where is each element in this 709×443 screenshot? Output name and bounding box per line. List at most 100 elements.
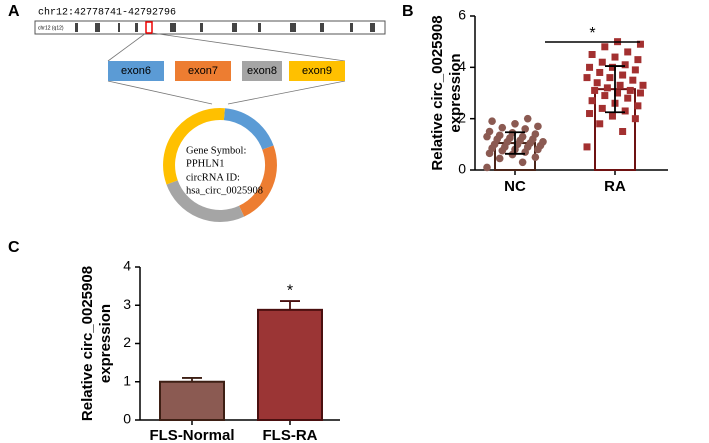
data-point	[596, 120, 604, 128]
exon-box	[108, 61, 164, 81]
data-point	[523, 114, 532, 123]
y-tick-label: 4	[123, 258, 131, 274]
y-tick-label: 0	[458, 161, 466, 177]
data-point	[495, 131, 504, 140]
data-point	[495, 154, 504, 163]
panel-label: C	[8, 239, 20, 256]
data-point	[498, 123, 507, 132]
exon-box	[289, 61, 345, 81]
y-tick-label: 0	[123, 411, 131, 427]
data-point	[634, 102, 642, 110]
data-point	[518, 158, 527, 167]
panel-label: B	[402, 3, 414, 20]
data-point	[624, 94, 632, 102]
exon-box	[242, 61, 282, 81]
significance: *	[287, 282, 293, 299]
locus-marker	[145, 21, 153, 34]
error-bar	[182, 377, 202, 382]
error-bar	[605, 65, 625, 114]
exon-label: exon8	[247, 65, 277, 77]
ideogram	[34, 20, 386, 35]
circle-text: circRNA ID:	[186, 172, 240, 183]
circrna-ring	[163, 108, 277, 222]
data-point	[631, 115, 639, 123]
data-point	[611, 53, 619, 61]
data-point	[485, 127, 494, 136]
data-point	[606, 74, 614, 82]
error-bar	[505, 131, 525, 155]
y-tick-label: 4	[458, 58, 466, 74]
data-point	[601, 43, 609, 51]
data-point	[483, 163, 491, 172]
data-point	[586, 63, 594, 71]
exon-label: exon7	[188, 65, 218, 77]
circle-text: PPHLN1	[186, 158, 225, 169]
data-point	[593, 79, 601, 87]
data-point	[488, 117, 496, 126]
data-point	[591, 86, 599, 94]
data-point	[511, 120, 519, 128]
data-point	[598, 104, 606, 112]
data-point	[598, 58, 606, 66]
data-point	[531, 153, 540, 161]
data-point	[534, 122, 542, 131]
data-point	[631, 66, 639, 74]
exon-label: exon9	[302, 65, 332, 77]
data-point	[619, 71, 627, 79]
data-point	[531, 130, 540, 138]
data-point	[636, 89, 644, 97]
data-point	[583, 74, 591, 82]
circle-text: hsa_circ_0025908	[186, 185, 263, 196]
data-point	[601, 92, 609, 100]
data-point	[521, 125, 529, 133]
data-point	[608, 112, 616, 120]
exon-label: exon6	[121, 65, 151, 77]
region: chr12:42778741-42792796	[38, 7, 176, 19]
data-point	[539, 137, 547, 146]
y-tick-label: 6	[458, 7, 466, 23]
data-point	[636, 40, 644, 48]
y-tick-label: 2	[458, 109, 466, 125]
data-point	[616, 81, 624, 89]
x-tick-label: RA	[604, 178, 626, 195]
circle-text: Gene Symbol:	[186, 145, 246, 156]
data-point	[518, 132, 527, 141]
panel-a: A chr12:42778741-42792796 chr12 (q12) ex…	[8, 3, 386, 222]
data-point	[588, 97, 596, 105]
x-tick-label: FLS-Normal	[149, 427, 234, 443]
bar	[257, 308, 323, 421]
data-point	[583, 143, 591, 151]
connectors	[107, 32, 346, 105]
bands	[75, 23, 375, 32]
data-point	[629, 76, 637, 84]
y-axis-label: Relative circ_0025908	[429, 15, 446, 170]
data-point	[624, 48, 632, 56]
data-point	[619, 128, 627, 135]
data-point	[596, 68, 604, 76]
chromosome: chr12 (q12)	[38, 25, 64, 31]
y-tick-label: 1	[123, 372, 131, 388]
bar	[159, 380, 225, 421]
y-axis-label: Relative circ_0025908	[79, 266, 96, 421]
y-tick-label: 2	[123, 334, 131, 350]
error-bar	[280, 300, 300, 310]
y-axis-label: expression	[447, 53, 464, 132]
exon-box	[175, 61, 231, 81]
data-point	[608, 63, 616, 71]
data-point	[621, 107, 629, 115]
data-point	[614, 89, 622, 97]
y-axis-label: expression	[97, 304, 114, 383]
data-point	[588, 51, 596, 58]
data-point	[586, 110, 594, 118]
data-point	[626, 86, 634, 94]
data-point	[603, 84, 611, 92]
x-tick-label: FLS-RA	[263, 427, 318, 443]
data-point	[639, 81, 647, 89]
data-point	[634, 56, 642, 64]
significance: *	[589, 25, 595, 42]
x-tick-label: NC	[504, 178, 526, 195]
y-tick-label: 3	[123, 296, 131, 312]
data-point	[621, 61, 629, 69]
panel-label: A	[8, 3, 20, 20]
